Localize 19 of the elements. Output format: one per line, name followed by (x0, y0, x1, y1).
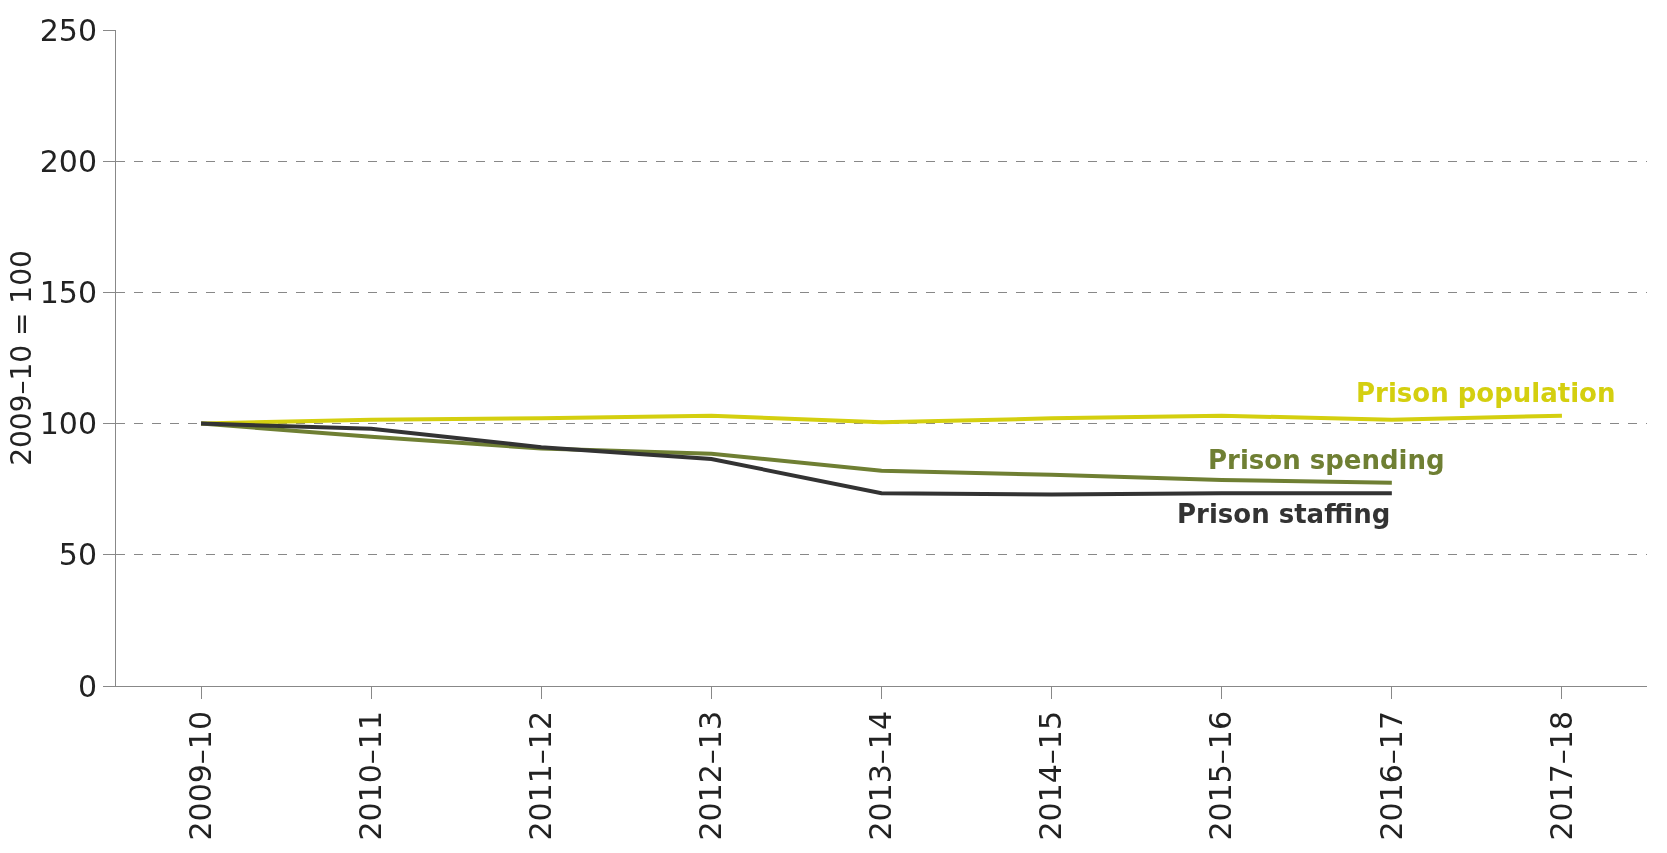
y-tick-label: 250 (39, 12, 97, 48)
x-tick-label: 2010–11 (352, 711, 388, 841)
y-axis-title: 2009–10 = 100 (4, 250, 38, 466)
x-tick-label: 2012–13 (693, 711, 729, 841)
x-tick-label: 2017–18 (1543, 711, 1579, 841)
x-tick-label: 2009–10 (182, 711, 218, 841)
y-tick-label: 0 (77, 668, 97, 704)
x-tick-label: 2013–14 (863, 711, 899, 841)
series-label: Prison staffing (1177, 499, 1391, 529)
y-tick-label: 100 (39, 406, 97, 442)
y-tick-label: 150 (39, 274, 97, 310)
x-tick-label: 2016–17 (1373, 711, 1409, 841)
y-tick-label: 50 (58, 537, 97, 573)
x-tick-label: 2014–15 (1033, 711, 1069, 841)
x-tick-label: 2011–12 (523, 711, 559, 841)
series-label: Prison spending (1208, 445, 1445, 475)
y-tick-label: 200 (39, 143, 97, 179)
series-label: Prison population (1356, 378, 1616, 408)
x-tick-label: 2015–16 (1203, 711, 1239, 841)
